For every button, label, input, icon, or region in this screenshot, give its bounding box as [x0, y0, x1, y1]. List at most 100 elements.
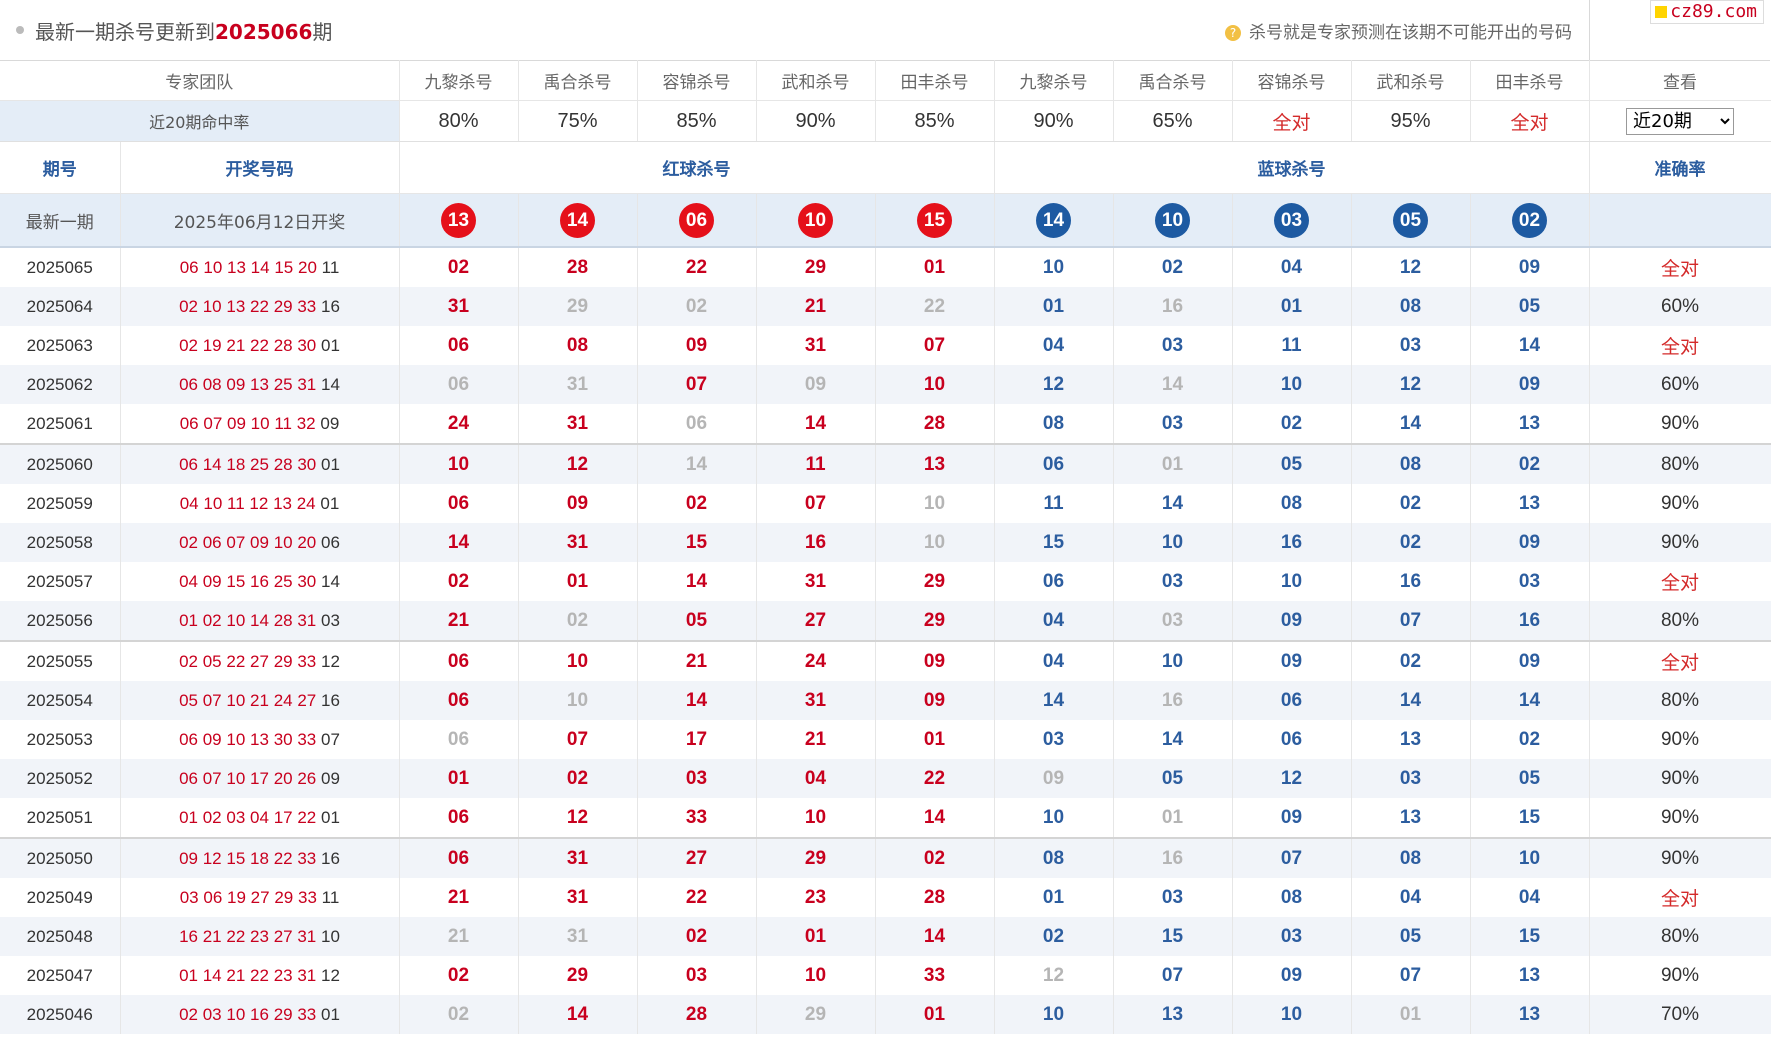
table-row: 2025050 09 12 15 18 22 33 16 06 31 27 29 02 08 1…: [0, 837, 1771, 878]
drawn-red-number: 13: [250, 729, 269, 749]
blue-kill-number: 03: [1351, 326, 1471, 365]
red-kill-ball: 10: [798, 202, 833, 238]
period-number: 2025051: [0, 798, 121, 838]
table-row: 2025055 02 05 22 27 29 33 12 06 10 21 24 09 04 1…: [0, 640, 1771, 681]
red-kill-ball: 14: [560, 202, 595, 238]
blue-kill-number: 04: [994, 326, 1114, 365]
drawn-blue-number: 10: [321, 926, 340, 946]
drawn-red-number: 13: [273, 493, 292, 513]
accuracy-value: 全对: [1589, 562, 1771, 601]
drawn-red-number: 03: [179, 887, 199, 907]
blue-kill-number: 08: [1232, 484, 1352, 523]
drawn-blue-number: 01: [321, 454, 340, 474]
table-row: 2025059 04 10 11 12 13 24 01 06 09 02 07 10 11 1…: [0, 484, 1771, 523]
hit-rate-value: 全对: [1232, 100, 1352, 142]
drawn-red-number: 02: [179, 651, 198, 671]
drawn-red-number: 25: [273, 374, 293, 394]
accuracy-value: 90%: [1589, 523, 1771, 562]
blue-kill-ball: 05: [1393, 202, 1428, 238]
drawn-red-number: 02: [179, 335, 198, 355]
drawn-red-number: 10: [226, 690, 246, 710]
red-kill-number: 01: [756, 917, 876, 956]
draw-numbers: 06 14 18 25 28 30 01: [120, 443, 400, 484]
red-kill-number: 03: [637, 759, 757, 798]
expert-row: 专家团队 九黎杀号 禹合杀号 容锦杀号 武和杀号 田丰杀号 九黎杀号 禹合杀号 …: [0, 60, 1771, 101]
red-kill-number: 14: [518, 995, 638, 1034]
table-row: 2025062 06 08 09 13 25 31 14 06 31 07 09 10 12 1…: [0, 365, 1771, 404]
blue-kill-number: 10: [994, 995, 1114, 1034]
red-kill-number: 29: [875, 601, 995, 641]
drawn-red-number: 14: [202, 965, 222, 985]
site-logo[interactable]: cz89.com: [1650, 0, 1764, 24]
red-kill-number: 06: [399, 640, 519, 681]
red-kill-number: 22: [875, 759, 995, 798]
red-kill-number: 02: [637, 484, 757, 523]
drawn-blue-number: 11: [321, 257, 340, 277]
blue-kill-number: 13: [1470, 995, 1590, 1034]
hit-rate-value: 75%: [518, 100, 638, 142]
blue-kill-number: 09: [1232, 640, 1352, 681]
blue-kill-number: 03: [1113, 878, 1233, 917]
drawn-red-number: 12: [202, 848, 222, 868]
drawn-red-number: 33: [297, 1004, 317, 1024]
blue-kill-number: 15: [994, 523, 1114, 562]
blue-kill-number: 15: [1470, 917, 1590, 956]
drawn-blue-number: 09: [321, 768, 340, 788]
blue-kill-number: 10: [1232, 995, 1352, 1034]
blue-kill-number: 05: [1113, 759, 1233, 798]
blue-kill-number: 09: [1232, 956, 1352, 995]
blue-kill-ball: 03: [1274, 202, 1309, 238]
drawn-red-number: 16: [250, 571, 269, 591]
red-kill-number: 10: [875, 523, 995, 562]
drawn-red-number: 33: [297, 296, 317, 316]
red-kill-number: 21: [399, 878, 519, 917]
blue-kill-number: 03: [1113, 404, 1233, 444]
drawn-red-number: 10: [250, 413, 270, 433]
accuracy-value: 90%: [1589, 720, 1771, 759]
drawn-red-number: 07: [226, 532, 246, 552]
accuracy-value: 70%: [1589, 995, 1771, 1034]
drawn-red-number: 15: [226, 571, 246, 591]
drawn-red-number: 22: [250, 335, 269, 355]
expert-name: 容锦杀号: [1232, 60, 1352, 101]
period-range-select[interactable]: 近20期: [1626, 107, 1734, 135]
draw-numbers: 04 10 11 12 13 24 01: [120, 484, 400, 523]
table-row: 2025065 06 10 13 14 15 20 11 02 28 22 29 01 10 0…: [0, 247, 1771, 287]
red-kill-number: 31: [518, 523, 638, 562]
blue-kill-number: 13: [1113, 995, 1233, 1034]
drawn-red-number: 13: [227, 257, 246, 277]
blue-kill-number: 07: [1351, 601, 1471, 641]
blue-kill-number: 11: [994, 484, 1114, 523]
hit-rate-row: 近20期命中率 80% 75% 85% 90% 85% 90% 65% 全对 9…: [0, 100, 1771, 142]
blue-kill-number: 09: [994, 759, 1114, 798]
red-kill-number: 06: [399, 326, 519, 365]
period-number: 2025056: [0, 601, 121, 641]
hit-rate-value: 90%: [756, 100, 876, 142]
table-row: 2025063 02 19 21 22 28 30 01 06 08 09 31 07 04 0…: [0, 326, 1771, 365]
blue-kill-number: 03: [1113, 326, 1233, 365]
red-kill-number: 31: [518, 837, 638, 878]
drawn-red-number: 31: [297, 926, 317, 946]
drawn-red-number: 05: [179, 690, 198, 710]
drawn-red-number: 06: [179, 374, 198, 394]
table-row: 2025057 04 09 15 16 25 30 14 02 01 14 31 29 06 0…: [0, 562, 1771, 601]
blue-kill-number: 04: [1351, 878, 1471, 917]
period-header: 期号: [0, 141, 121, 194]
red-kill-number: 15: [637, 523, 757, 562]
red-kill-number: 06: [399, 484, 519, 523]
drawn-red-number: 22: [250, 296, 269, 316]
red-kill-number: 31: [518, 404, 638, 444]
table-row: 2025056 01 02 10 14 28 31 03 21 02 05 27 29 04 0…: [0, 601, 1771, 641]
period-number: 2025053: [0, 720, 121, 759]
red-kill-number: 27: [756, 601, 876, 641]
blue-kill-number: 16: [1351, 562, 1471, 601]
blue-kill-number: 14: [1470, 681, 1590, 720]
period-number: 2025046: [0, 995, 121, 1034]
period-number: 2025047: [0, 956, 121, 995]
drawn-red-number: 27: [250, 887, 270, 907]
red-kill-number: 28: [875, 404, 995, 444]
blue-kill-number: 10: [994, 798, 1114, 838]
accuracy-value: 90%: [1589, 484, 1771, 523]
red-kill-number: 10: [518, 640, 638, 681]
red-kill-number: 09: [875, 681, 995, 720]
